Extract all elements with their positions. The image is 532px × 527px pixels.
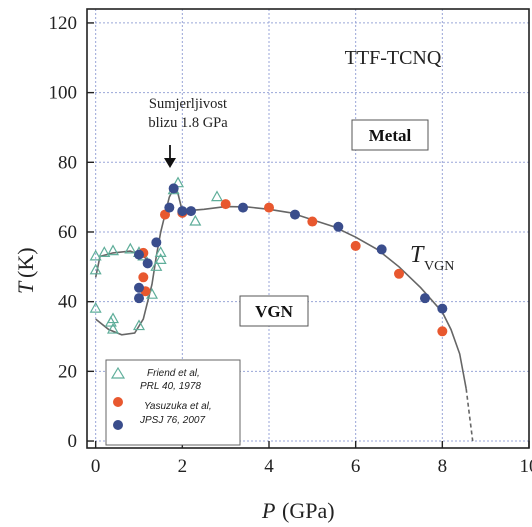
legend-red-marker <box>113 397 123 407</box>
tvgn-curve <box>95 186 467 389</box>
legend-blue-marker <box>113 420 123 430</box>
chart-title: TTF-TCNQ <box>345 47 442 69</box>
friend-data-point <box>210 190 224 202</box>
down-arrow-icon <box>164 145 176 168</box>
metal-region-label: Metal <box>351 119 429 151</box>
svg-text:(GPa): (GPa) <box>282 498 335 523</box>
yasuzuka-blue-data-point <box>168 183 179 194</box>
x-tick-label: 10 <box>520 456 532 477</box>
svg-text:(K): (K) <box>13 247 38 278</box>
x-axis-label: P (GPa) <box>261 498 335 523</box>
x-tick-label: 4 <box>264 456 274 477</box>
yasuzuka-red-data-point <box>264 202 274 213</box>
svg-text:P: P <box>261 498 275 523</box>
friend-data-point <box>132 319 146 331</box>
yasuzuka-red-data-point <box>307 216 318 227</box>
friend-data-point <box>154 246 167 257</box>
yasuzuka-blue-data-point <box>177 206 188 217</box>
svg-text:VGN: VGN <box>255 302 294 321</box>
yasuzuka-blue-data-point <box>376 244 387 255</box>
yasuzuka-blue-data-point <box>290 209 300 220</box>
legend-series-1-line1: Friend et al, <box>147 368 200 379</box>
y-axis-label: T (K) <box>13 247 38 294</box>
svg-text:T: T <box>13 280 38 294</box>
friend-data-point <box>104 315 117 327</box>
commensurability-annotation-line1: Sumjerljivost <box>149 96 227 112</box>
yasuzuka-blue-data-point <box>151 237 162 248</box>
yasuzuka-blue-data-point <box>134 293 144 304</box>
yasuzuka-blue-data-point <box>134 249 144 260</box>
y-tick-label: 60 <box>58 222 77 243</box>
x-tick-label: 6 <box>351 456 361 477</box>
y-tick-label: 100 <box>49 83 78 104</box>
yasuzuka-red-data-point <box>437 326 448 337</box>
yasuzuka-red-data-point <box>220 199 231 210</box>
yasuzuka-blue-data-point <box>333 221 344 232</box>
friend-data-point <box>89 263 102 275</box>
plot-frame <box>86 8 530 449</box>
friend-data-point <box>98 246 111 257</box>
legend-triangle-marker <box>110 366 126 379</box>
yasuzuka-red-data-point <box>350 240 361 251</box>
data-points <box>89 176 448 337</box>
commensurability-annotation-line2: blizu 1.8 GPa <box>148 115 228 131</box>
yasuzuka-blue-data-point <box>437 303 448 314</box>
y-tick-label: 0 <box>68 431 78 452</box>
friend-data-point <box>154 253 167 264</box>
legend-series-2-line1: Yasuzuka et al, <box>144 401 212 412</box>
yasuzuka-blue-data-point <box>420 293 430 304</box>
svg-text:T: T <box>410 242 425 268</box>
friend-data-point <box>106 322 120 334</box>
friend-data-point <box>106 244 120 256</box>
svg-text:Metal: Metal <box>369 126 412 145</box>
legend-series-1-line2: PRL 40, 1978 <box>140 381 201 392</box>
y-tick-label: 20 <box>58 361 77 382</box>
tvgn-curve-extrapolation <box>465 388 474 442</box>
yasuzuka-blue-data-point <box>238 202 248 213</box>
yasuzuka-blue-data-point <box>134 282 144 293</box>
yasuzuka-red-data-point <box>138 272 149 283</box>
x-tick-label: 8 <box>438 456 448 477</box>
friend-data-point <box>150 260 163 271</box>
friend-data-point <box>89 301 102 313</box>
legend-box <box>105 359 241 446</box>
friend-data-point <box>124 242 137 254</box>
x-tick-label: 2 <box>178 456 188 477</box>
yasuzuka-red-data-point <box>394 268 404 279</box>
tvgn-curve-label: T VGN <box>410 242 454 274</box>
yasuzuka-blue-data-point <box>186 206 196 217</box>
yasuzuka-blue-data-point <box>142 258 153 269</box>
x-tick-label: 0 <box>91 456 101 477</box>
friend-data-point <box>89 249 102 261</box>
friend-data-point <box>189 214 202 226</box>
y-tick-label: 80 <box>58 152 77 173</box>
vgn-region-label: VGN <box>239 295 309 327</box>
axis-ticks: 0246810020406080100120 <box>49 13 532 477</box>
y-tick-label: 40 <box>58 292 77 313</box>
yasuzuka-blue-data-point <box>164 202 175 213</box>
y-tick-label: 120 <box>49 13 78 34</box>
legend: Friend et al, PRL 40, 1978 Yasuzuka et a… <box>105 359 241 446</box>
svg-text:VGN: VGN <box>424 259 454 274</box>
legend-series-2-line2: JPSJ 76, 2007 <box>139 415 205 426</box>
